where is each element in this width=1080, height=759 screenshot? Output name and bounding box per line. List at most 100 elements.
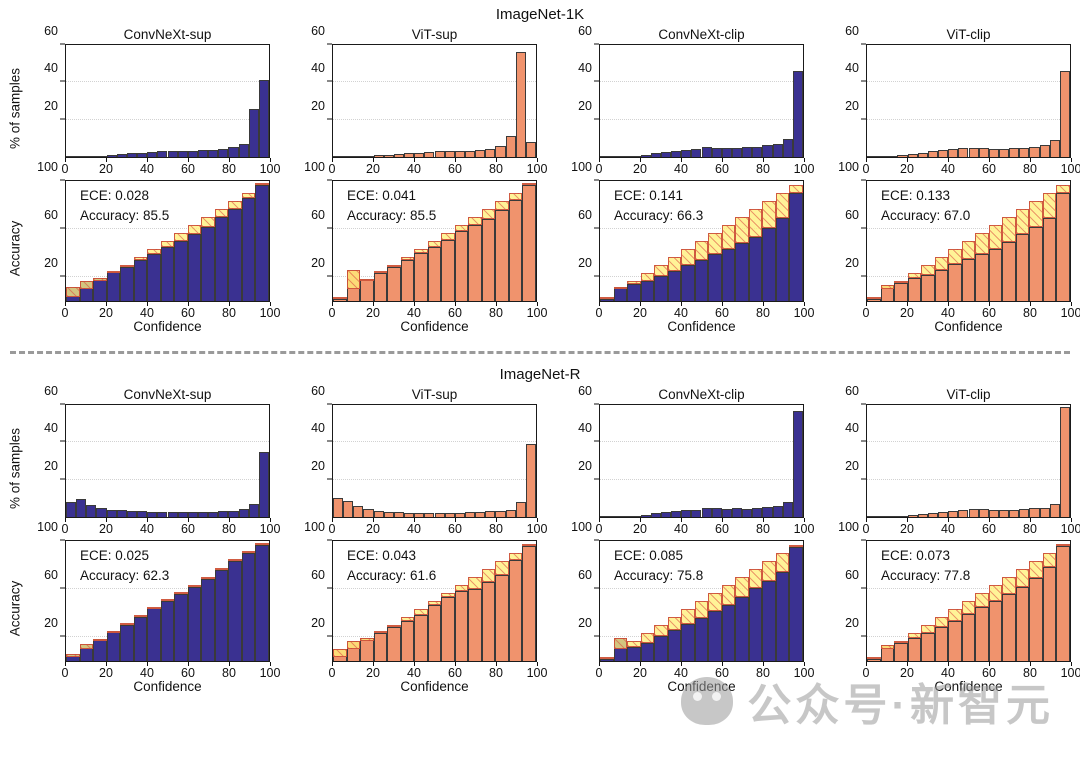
- accuracy-bar: [708, 610, 722, 661]
- y-tick-label: 20: [845, 458, 859, 473]
- gap-bar: [1015, 208, 1030, 234]
- grid-line: [867, 441, 1070, 443]
- hist-bar: [927, 151, 939, 157]
- gap-bar: [427, 601, 442, 605]
- x-tick-mark: [948, 158, 949, 162]
- x-tick-label: 20: [633, 162, 647, 176]
- x-tick-row: 0 20 40 60 80 100: [9, 662, 280, 680]
- gap-bar: [1056, 543, 1070, 546]
- hist-bar: [762, 506, 773, 517]
- accuracy-bar: [948, 263, 962, 301]
- axes-row: 20 60 100 ECE: 0.085 Accuracy: 75.8: [543, 520, 804, 662]
- x-tick-label: 80: [489, 522, 503, 536]
- accuracy-bar: [708, 254, 722, 301]
- x-tick-label: 0: [862, 522, 870, 536]
- gap-bar: [708, 592, 722, 611]
- hist-bar: [752, 508, 763, 517]
- reliability-block: 20 60 100 ECE: 0.141 Accuracy: 66.3 0 20 40 60 80…: [543, 160, 814, 335]
- x-tick-mark: [599, 302, 600, 306]
- gap-bar: [120, 623, 134, 625]
- hist-bar: [177, 512, 188, 517]
- x-tick-mark: [763, 158, 764, 162]
- grid-line: [333, 228, 536, 229]
- axis-gutter: [276, 540, 332, 662]
- hist-bar: [660, 152, 672, 157]
- gap-bar: [441, 592, 455, 598]
- x-tick-mark: [722, 302, 723, 306]
- x-tick-label: 60: [982, 522, 996, 536]
- hist-bar: [968, 509, 979, 517]
- x-tick-mark: [106, 302, 107, 306]
- x-tick-mark: [373, 662, 374, 666]
- accuracy-bar: [1015, 233, 1030, 301]
- gap-bar: [1002, 577, 1016, 594]
- gap-bar: [600, 656, 614, 659]
- accuracy-bar: [160, 601, 175, 661]
- hist-bar: [877, 516, 888, 517]
- grid-line: [333, 588, 536, 589]
- x-tick-label: 40: [140, 522, 154, 536]
- y-tick-label: 60: [311, 24, 325, 38]
- axis-gutter: [276, 302, 332, 319]
- gap-bar: [748, 208, 763, 238]
- ece-label: ECE: 0.073: [881, 548, 951, 563]
- x-tick-label: 80: [489, 666, 503, 680]
- gap-bar: [79, 280, 94, 289]
- x-tick-mark: [681, 518, 682, 522]
- hist-bar: [1009, 509, 1020, 517]
- hist-bar: [434, 151, 445, 157]
- axis-gutter: [276, 662, 332, 679]
- accuracy-bar: [93, 278, 107, 301]
- x-tick-mark: [147, 302, 148, 306]
- accuracy-bar: [748, 587, 763, 661]
- y-tick-mark: [60, 43, 65, 45]
- x-tick-label: 100: [793, 162, 815, 176]
- hist-bar: [782, 502, 793, 517]
- accuracy-bar: [1002, 593, 1016, 661]
- axes-row: % of samples 20 40 60: [8, 384, 270, 518]
- hist-bar: [116, 510, 127, 517]
- x-tick-mark: [496, 302, 497, 306]
- accuracy-bar: [948, 621, 962, 661]
- ece-annotation: ECE: 0.025 Accuracy: 62.3: [80, 546, 169, 585]
- x-tick-label: 0: [862, 666, 870, 680]
- grid-line: [66, 478, 269, 480]
- hist-bar: [772, 505, 783, 517]
- x-tick-label: 20: [633, 522, 647, 536]
- accuracy-bar: [681, 623, 695, 661]
- ece-label: ECE: 0.085: [614, 548, 684, 563]
- x-axis-label: Confidence: [934, 679, 1003, 694]
- x-tick-mark: [414, 158, 415, 162]
- gap-bar: [735, 217, 749, 244]
- x-tick-label: 100: [259, 306, 281, 320]
- gap-bar: [147, 249, 161, 255]
- accuracy-bar: [508, 560, 523, 661]
- accuracy-bar: [961, 614, 976, 661]
- x-tick-label: 0: [595, 522, 603, 536]
- histogram-plot: 20 40 60: [44, 384, 270, 518]
- x-tick-label: 40: [407, 666, 421, 680]
- grid-line: [867, 118, 1070, 120]
- x-tick-label: 80: [1023, 306, 1037, 320]
- reliability-block: Accuracy 20 60 100 ECE: 0.025 Accuracy: 62.3 0…: [8, 520, 281, 695]
- x-tick-mark: [1071, 302, 1072, 306]
- x-tick-mark: [188, 518, 189, 522]
- gap-bar: [255, 182, 269, 185]
- gap-bar: [481, 208, 496, 220]
- model-column: ConvNeXt-sup % of samples 20 40 60 0 20 40 60 80 1…: [6, 24, 281, 335]
- hist-bar: [495, 510, 506, 517]
- x-tick-label: 60: [982, 162, 996, 176]
- gap-bar: [333, 296, 347, 299]
- y-tick-mark: [327, 635, 332, 637]
- histogram-plot: 20 40 60: [311, 384, 537, 518]
- accuracy-bar: [187, 233, 202, 301]
- x-tick-mark: [65, 662, 66, 666]
- reliability-plot: 20 60 100 ECE: 0.043 Accuracy: 61.6: [304, 520, 537, 662]
- hist-bar: [701, 508, 712, 517]
- hist-bar: [600, 156, 611, 157]
- x-tick-row: 0 20 40 60 80 100: [9, 302, 280, 320]
- hist-bar: [424, 151, 435, 157]
- accuracy-bar: [988, 249, 1003, 301]
- hist-bar: [671, 511, 682, 517]
